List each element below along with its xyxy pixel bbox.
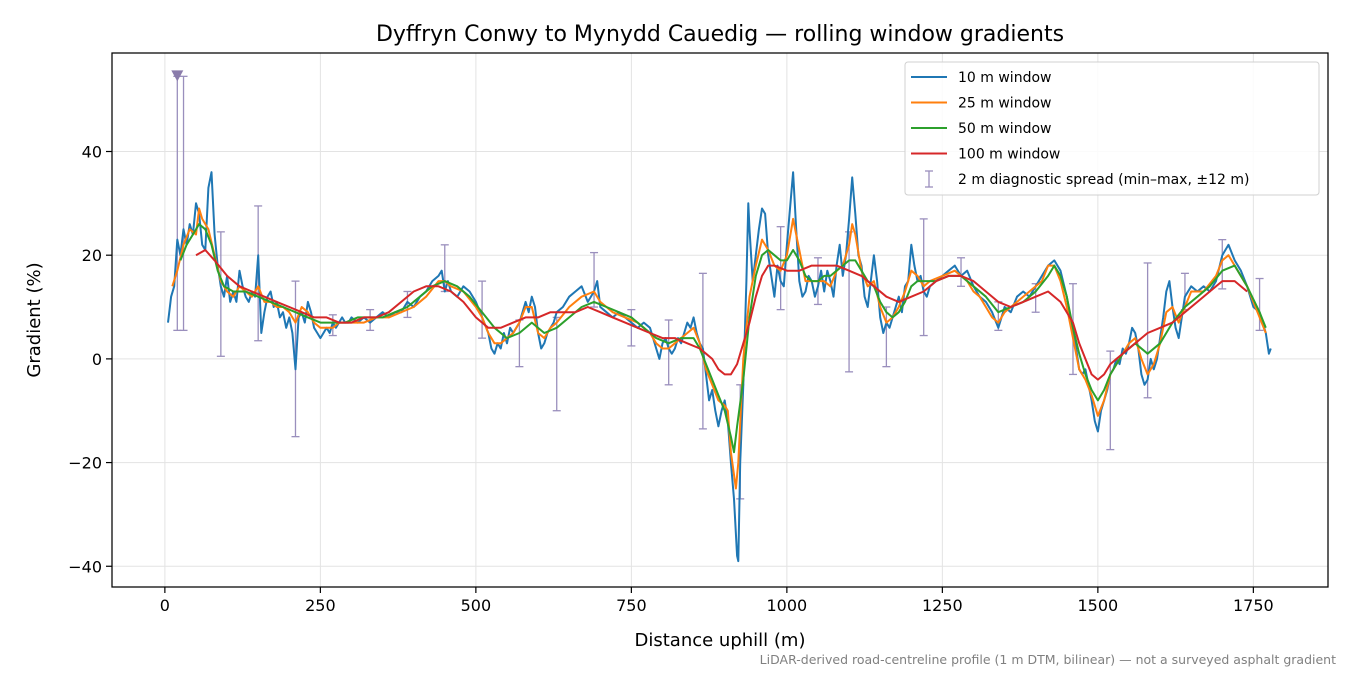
x-tick-label: 750	[616, 596, 647, 615]
y-tick-label: 20	[82, 246, 102, 265]
y-tick-label: 40	[82, 143, 102, 162]
y-tick-label: −20	[68, 454, 102, 473]
x-tick-label: 1500	[1078, 596, 1119, 615]
y-tick-label: −40	[68, 557, 102, 576]
legend-label: 2 m diagnostic spread (min–max, ±12 m)	[958, 172, 1249, 188]
series-line	[171, 207, 1267, 490]
clipped-value-marker	[171, 70, 184, 82]
y-axis-ticks: −40 −20 0 20 40	[68, 143, 112, 576]
chart-title: Dyffryn Conwy to Mynydd Cauedig — rollin…	[376, 22, 1064, 47]
clipped-markers	[171, 70, 184, 82]
legend-label: 10 m window	[958, 70, 1051, 86]
legend-label: 100 m window	[958, 147, 1060, 163]
x-axis-label: Distance uphill (m)	[635, 630, 806, 651]
legend-box	[904, 61, 1320, 196]
x-axis-ticks: 0 250 500 750 1000 1250 1500 1750	[160, 587, 1274, 615]
x-tick-label: 500	[461, 596, 492, 615]
plot-frame	[111, 52, 1329, 588]
legend-label: 50 m window	[958, 121, 1051, 137]
series-line	[195, 249, 1248, 381]
x-tick-label: 1250	[922, 596, 963, 615]
legend: 10 m window 25 m window 50 m window 100 m w…	[904, 61, 1320, 196]
x-tick-label: 1000	[767, 596, 808, 615]
series-lines	[167, 171, 1272, 563]
legend-label: 25 m window	[958, 96, 1051, 112]
x-tick-label: 1750	[1233, 596, 1274, 615]
x-tick-label: 250	[305, 596, 336, 615]
series-line	[167, 171, 1272, 563]
x-tick-label: 0	[160, 596, 170, 615]
y-axis-label: Gradient (%)	[24, 262, 45, 377]
y-tick-label: 0	[92, 350, 102, 369]
footnote: LiDAR-derived road-centreline profile (1…	[760, 652, 1336, 667]
